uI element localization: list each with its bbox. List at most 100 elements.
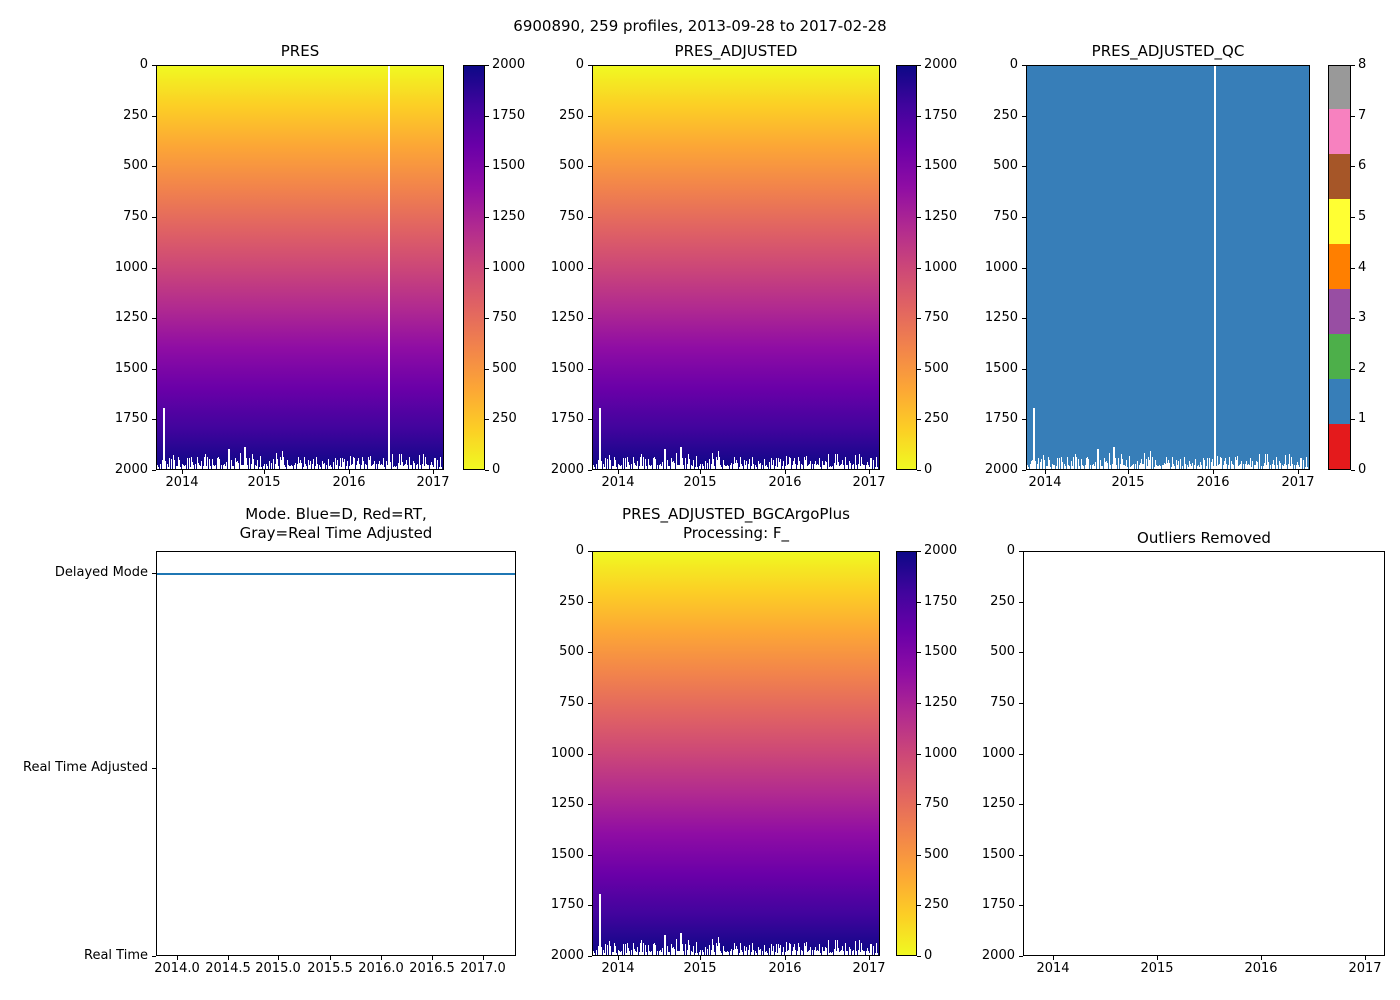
x-tick-label: 2015 <box>1111 475 1145 490</box>
y-tick-label: 0 <box>575 57 584 72</box>
x-tick-label: 2015 <box>1140 961 1174 976</box>
max-depth-dip <box>1246 464 1248 469</box>
max-depth-dip <box>1035 462 1037 469</box>
max-depth-dip <box>726 950 728 955</box>
y-tick-mark <box>152 470 156 471</box>
max-depth-dip <box>713 945 715 955</box>
colorbar-tick-label: 1250 <box>924 695 958 710</box>
max-depth-dip <box>226 461 228 469</box>
y-tick-label: 1500 <box>114 361 148 376</box>
max-depth-dip <box>1197 464 1199 469</box>
max-depth-dip <box>736 460 738 469</box>
max-depth-dip <box>440 466 442 469</box>
y-tick-mark <box>1022 318 1026 319</box>
max-depth-dip <box>1248 465 1250 469</box>
max-depth-dip <box>345 465 347 469</box>
max-depth-dip <box>1225 464 1227 469</box>
max-depth-dip <box>669 465 671 469</box>
max-depth-dip <box>279 457 281 469</box>
colorbar-tick-label: 1750 <box>924 108 958 123</box>
y-tick-label: 1000 <box>550 746 584 761</box>
max-depth-dip <box>1064 463 1066 469</box>
max-depth-dip <box>1259 466 1261 469</box>
max-depth-dip <box>700 464 702 469</box>
max-depth-dip <box>780 458 782 469</box>
max-depth-dip <box>1103 458 1105 469</box>
colorbar-tick-label: 1500 <box>924 644 958 659</box>
max-depth-dip <box>859 466 861 469</box>
max-depth-dip <box>707 948 709 955</box>
max-depth-dip <box>1126 459 1127 469</box>
max-depth-dip <box>309 464 311 469</box>
y-tick-label: 1250 <box>984 310 1018 325</box>
y-tick-label: 1000 <box>984 260 1018 275</box>
max-depth-dip <box>1296 461 1298 469</box>
colorbar-tick-label: 1750 <box>492 108 526 123</box>
max-depth-dip <box>1118 458 1120 469</box>
colorbar-tick-mark <box>1351 369 1355 370</box>
max-depth-dip <box>714 465 716 469</box>
y-tick-mark <box>588 166 592 167</box>
max-depth-dip <box>837 462 839 469</box>
max-depth-dip <box>719 457 721 469</box>
max-depth-dip <box>606 462 608 469</box>
max-depth-dip <box>215 464 217 469</box>
max-depth-dip <box>1105 460 1107 469</box>
colorbar-tick-label: 3 <box>1358 310 1367 325</box>
max-depth-dip <box>598 460 600 469</box>
max-depth-dip <box>1171 466 1173 469</box>
y-tick-label: 500 <box>559 644 584 659</box>
max-depth-dip <box>1180 459 1182 469</box>
max-depth-dip <box>723 950 725 955</box>
max-depth-dip <box>742 465 744 469</box>
max-depth-dip <box>1187 466 1189 469</box>
max-depth-dip <box>759 951 760 955</box>
max-depth-dip <box>846 950 848 955</box>
max-depth-dip <box>339 457 341 469</box>
max-depth-dip <box>704 461 706 469</box>
max-depth-dip <box>222 465 224 469</box>
max-depth-dip <box>225 466 227 469</box>
max-depth-dip <box>821 461 823 469</box>
figure-suptitle: 6900890, 259 profiles, 2013-09-28 to 201… <box>513 17 887 35</box>
max-depth-dip <box>1265 454 1267 469</box>
max-depth-dip <box>397 462 399 469</box>
max-depth-dip <box>845 457 846 469</box>
max-depth-dip <box>689 944 691 955</box>
max-depth-dip <box>232 466 234 469</box>
max-depth-dip <box>413 462 415 469</box>
max-depth-dip <box>628 464 630 469</box>
max-depth-dip <box>787 951 788 955</box>
max-depth-dip <box>855 950 857 955</box>
max-depth-dip <box>1141 463 1143 469</box>
max-depth-dip <box>273 463 275 469</box>
max-depth-dip <box>633 457 634 469</box>
colorbar-tick-mark <box>917 652 921 653</box>
max-depth-dip <box>698 465 700 469</box>
max-depth-dip <box>682 943 684 955</box>
colorbar-tick-label: 4 <box>1358 260 1367 275</box>
max-depth-dip <box>642 952 644 955</box>
max-depth-dip <box>872 945 874 955</box>
max-depth-dip <box>687 464 689 469</box>
max-depth-dip <box>721 466 723 469</box>
colorbar-tick-mark <box>917 602 921 603</box>
colorbar-tick-mark <box>485 217 489 218</box>
max-depth-dip <box>823 950 825 955</box>
max-depth-dip <box>831 466 833 469</box>
max-depth-dip <box>378 461 380 469</box>
max-depth-dip <box>823 951 824 955</box>
max-depth-dip <box>715 943 717 955</box>
max-depth-dip <box>400 453 402 469</box>
max-depth-dip <box>604 458 606 469</box>
max-depth-dip <box>1145 459 1147 469</box>
max-depth-dip <box>789 457 791 469</box>
max-depth-dip <box>839 950 841 955</box>
max-depth-dip <box>853 464 855 469</box>
colorbar-tick-label: 1500 <box>924 158 958 173</box>
x-tick-label: 2016 <box>768 475 802 490</box>
max-depth-dip <box>1177 464 1179 469</box>
max-depth-dip <box>432 466 434 469</box>
max-depth-dip <box>710 463 712 469</box>
max-depth-dip <box>260 455 262 469</box>
